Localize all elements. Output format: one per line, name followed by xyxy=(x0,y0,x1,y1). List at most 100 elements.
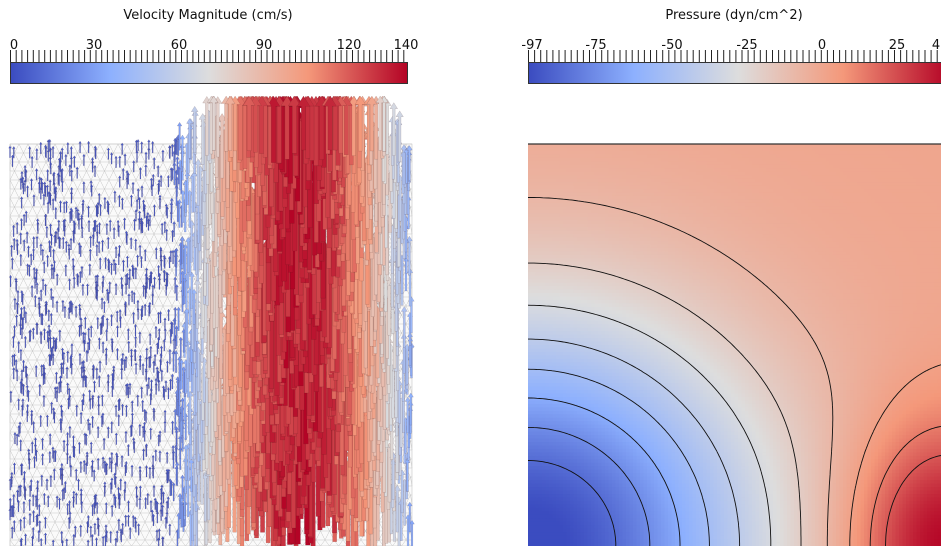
velocity-arrow xyxy=(64,200,69,213)
velocity-arrow xyxy=(124,230,129,243)
velocity-arrow xyxy=(81,359,86,373)
velocity-arrow xyxy=(407,332,413,366)
velocity-arrow xyxy=(114,537,118,546)
velocity-arrow xyxy=(150,509,154,522)
velocity-arrow xyxy=(186,118,193,159)
velocity-arrow xyxy=(77,303,82,316)
velocity-arrow xyxy=(89,325,93,338)
velocity-arrow xyxy=(115,347,120,360)
velocity-arrow xyxy=(58,329,62,342)
velocity-arrow xyxy=(129,236,133,250)
velocity-arrow xyxy=(145,347,149,360)
velocity-arrow xyxy=(296,95,311,151)
velocity-arrow xyxy=(67,387,71,400)
velocity-arrow xyxy=(375,95,385,151)
velocity-arrow xyxy=(17,340,21,354)
velocity-arrow xyxy=(67,278,72,291)
velocity-arrow xyxy=(55,495,59,508)
velocity-arrow xyxy=(156,264,161,277)
velocity-arrow xyxy=(81,199,85,212)
velocity-arrow xyxy=(139,217,144,230)
velocity-arrow xyxy=(103,196,107,209)
velocity-arrow xyxy=(86,341,90,354)
velocity-arrow xyxy=(47,353,52,366)
velocity-arrow xyxy=(120,142,124,155)
velocity-arrow xyxy=(54,371,59,384)
velocity-arrow xyxy=(117,397,122,411)
velocity-arrow xyxy=(60,347,65,360)
velocity-arrow xyxy=(21,383,26,396)
velocity-arrow xyxy=(179,189,186,224)
velocity-arrow xyxy=(126,443,131,457)
velocity-arrow xyxy=(65,442,70,455)
velocity-arrow xyxy=(154,247,158,260)
velocity-arrow xyxy=(82,459,86,472)
pressure-tick: -75 xyxy=(585,38,606,53)
velocity-arrow xyxy=(132,218,137,231)
velocity-arrow xyxy=(144,164,148,177)
velocity-arrow xyxy=(158,310,163,324)
velocity-arrow xyxy=(141,448,146,461)
velocity-arrow xyxy=(165,451,169,464)
velocity-arrow xyxy=(100,239,105,252)
velocity-arrow xyxy=(31,509,36,523)
velocity-arrow xyxy=(157,528,161,541)
velocity-arrow xyxy=(19,217,24,231)
velocity-arrow xyxy=(136,523,141,536)
velocity-arrow xyxy=(131,514,135,528)
velocity-arrow xyxy=(113,495,118,508)
velocity-arrow xyxy=(75,272,80,286)
velocity-arrow xyxy=(10,471,14,484)
velocity-panel: Velocity Magnitude (cm/s) 0 30 60 90 120… xyxy=(0,0,470,546)
velocity-arrow xyxy=(12,324,17,338)
velocity-arrow xyxy=(55,300,59,313)
velocity-arrow xyxy=(74,305,78,318)
velocity-arrow xyxy=(69,156,74,169)
velocity-arrow xyxy=(144,443,149,456)
velocity-arrow xyxy=(115,530,119,543)
velocity-arrow xyxy=(162,269,166,282)
velocity-arrow xyxy=(183,307,190,343)
velocity-arrow xyxy=(35,235,39,248)
velocity-arrow xyxy=(125,272,130,285)
velocity-arrow xyxy=(161,149,165,162)
velocity-arrow xyxy=(174,325,179,347)
velocity-arrow xyxy=(64,153,68,167)
velocity-arrow xyxy=(55,385,59,399)
velocity-arrow xyxy=(69,464,73,477)
velocity-arrow xyxy=(88,389,92,402)
pressure-tick: -25 xyxy=(736,38,757,53)
velocity-arrow xyxy=(121,167,125,181)
velocity-arrow xyxy=(12,519,16,533)
velocity-arrow xyxy=(24,365,28,378)
velocity-arrow xyxy=(400,306,408,348)
velocity-arrow xyxy=(36,479,40,493)
velocity-arrow xyxy=(148,301,152,314)
velocity-arrow xyxy=(185,236,192,273)
velocity-arrow xyxy=(60,179,65,192)
velocity-arrow xyxy=(19,537,24,546)
velocity-arrow xyxy=(174,465,179,485)
velocity-arrow xyxy=(172,221,177,237)
velocity-arrow xyxy=(159,345,164,358)
velocity-arrow xyxy=(354,95,366,152)
velocity-arrow xyxy=(170,229,175,242)
velocity-tick: 30 xyxy=(86,38,103,53)
velocity-arrow xyxy=(100,297,104,310)
velocity-arrow xyxy=(163,317,167,330)
velocity-arrow xyxy=(68,164,72,177)
velocity-arrow xyxy=(108,456,112,469)
velocity-arrow xyxy=(170,321,174,335)
velocity-arrow xyxy=(172,161,177,186)
velocity-arrow xyxy=(148,214,152,227)
velocity-arrow xyxy=(35,147,39,161)
velocity-arrow xyxy=(43,181,47,194)
velocity-arrow xyxy=(156,164,160,178)
velocity-arrow xyxy=(96,425,100,439)
velocity-arrow xyxy=(161,535,165,546)
velocity-arrow xyxy=(165,228,169,241)
velocity-arrow xyxy=(132,160,136,173)
velocity-arrow xyxy=(108,219,112,232)
isoline xyxy=(528,397,681,546)
velocity-arrow xyxy=(33,437,38,450)
